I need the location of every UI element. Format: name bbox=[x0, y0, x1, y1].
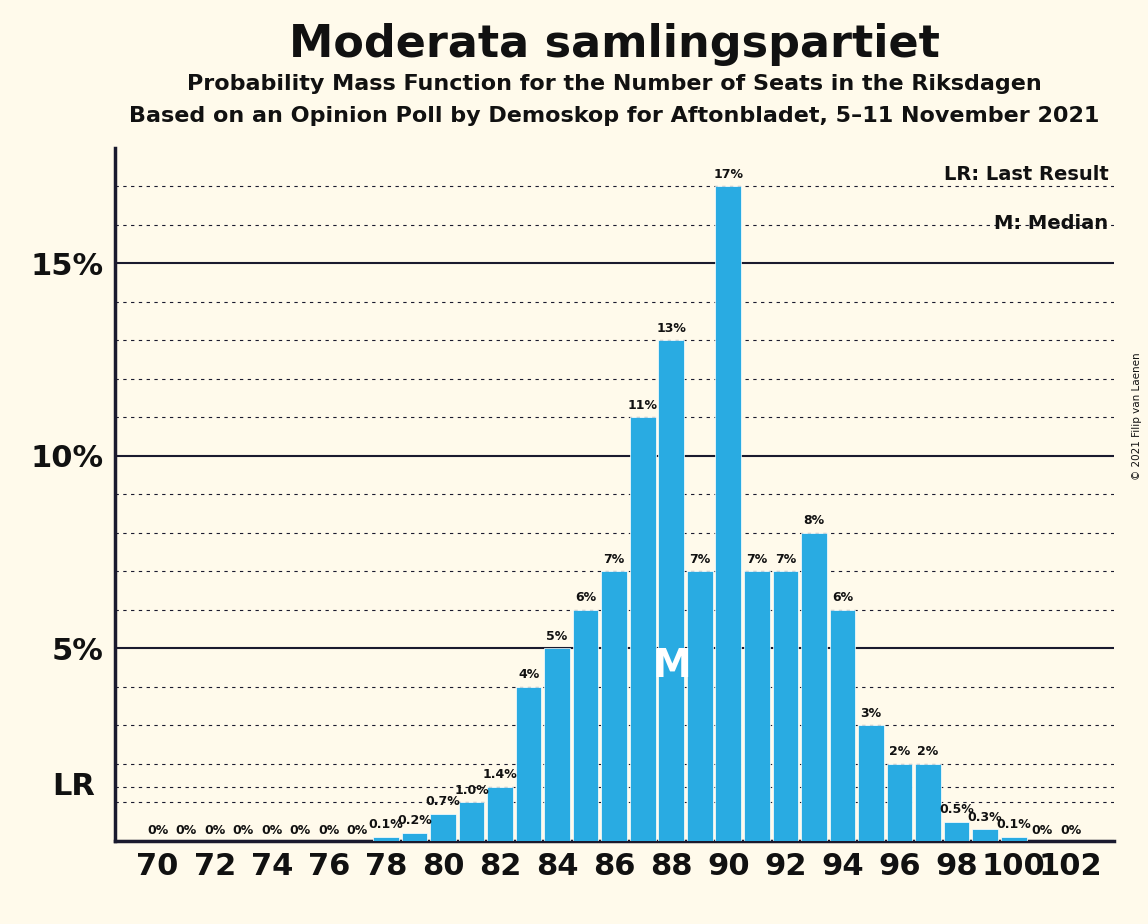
Text: 8%: 8% bbox=[804, 514, 824, 527]
Bar bbox=[886, 764, 913, 841]
Text: LR: LR bbox=[52, 772, 95, 801]
Text: 0.1%: 0.1% bbox=[369, 819, 403, 832]
Bar bbox=[487, 787, 513, 841]
Bar bbox=[659, 340, 684, 841]
Bar bbox=[573, 610, 598, 841]
Text: M: Median: M: Median bbox=[994, 213, 1109, 233]
Bar bbox=[373, 837, 398, 841]
Text: 0.7%: 0.7% bbox=[426, 796, 460, 808]
Bar bbox=[744, 571, 769, 841]
Bar bbox=[915, 764, 941, 841]
Text: Based on an Opinion Poll by Demoskop for Aftonbladet, 5–11 November 2021: Based on an Opinion Poll by Demoskop for… bbox=[129, 106, 1100, 127]
Bar bbox=[972, 830, 998, 841]
Text: 5%: 5% bbox=[546, 629, 568, 642]
Text: 0%: 0% bbox=[147, 824, 169, 837]
Text: 0%: 0% bbox=[347, 824, 369, 837]
Text: 0.5%: 0.5% bbox=[939, 803, 974, 816]
Text: 1.4%: 1.4% bbox=[482, 768, 518, 781]
Text: 3%: 3% bbox=[861, 707, 882, 720]
Bar bbox=[459, 802, 484, 841]
Text: 0%: 0% bbox=[261, 824, 282, 837]
Bar bbox=[630, 418, 656, 841]
Text: 0%: 0% bbox=[233, 824, 254, 837]
Text: 7%: 7% bbox=[604, 553, 625, 565]
Text: © 2021 Filip van Laenen: © 2021 Filip van Laenen bbox=[1132, 352, 1142, 480]
Bar bbox=[859, 725, 884, 841]
Bar bbox=[430, 814, 456, 841]
Text: Moderata samlingspartiet: Moderata samlingspartiet bbox=[289, 23, 939, 67]
Text: 0.1%: 0.1% bbox=[996, 819, 1031, 832]
Bar bbox=[830, 610, 855, 841]
Text: M: M bbox=[652, 647, 691, 685]
Text: 2%: 2% bbox=[889, 745, 910, 758]
Bar bbox=[1001, 837, 1026, 841]
Text: 7%: 7% bbox=[689, 553, 711, 565]
Text: 13%: 13% bbox=[657, 322, 687, 334]
Text: 11%: 11% bbox=[628, 398, 658, 411]
Text: 0%: 0% bbox=[204, 824, 225, 837]
Text: 0%: 0% bbox=[1060, 824, 1081, 837]
Text: 1.0%: 1.0% bbox=[455, 784, 489, 796]
Text: 0.3%: 0.3% bbox=[968, 810, 1002, 823]
Bar bbox=[602, 571, 627, 841]
Text: 0%: 0% bbox=[176, 824, 196, 837]
Text: LR: Last Result: LR: Last Result bbox=[944, 165, 1109, 184]
Text: 7%: 7% bbox=[746, 553, 768, 565]
Text: 2%: 2% bbox=[917, 745, 939, 758]
Text: Probability Mass Function for the Number of Seats in the Riksdagen: Probability Mass Function for the Number… bbox=[187, 74, 1041, 94]
Text: 6%: 6% bbox=[575, 591, 596, 604]
Text: 4%: 4% bbox=[518, 668, 540, 681]
Bar bbox=[544, 649, 569, 841]
Text: 0%: 0% bbox=[318, 824, 340, 837]
Bar bbox=[687, 571, 713, 841]
Text: 0%: 0% bbox=[289, 824, 311, 837]
Text: 7%: 7% bbox=[775, 553, 796, 565]
Bar bbox=[402, 833, 427, 841]
Bar bbox=[773, 571, 798, 841]
Bar bbox=[801, 533, 827, 841]
Text: 0.2%: 0.2% bbox=[397, 814, 432, 827]
Bar bbox=[715, 187, 742, 841]
Text: 0%: 0% bbox=[1032, 824, 1053, 837]
Bar bbox=[515, 687, 542, 841]
Text: 17%: 17% bbox=[713, 167, 743, 180]
Text: 6%: 6% bbox=[832, 591, 853, 604]
Bar bbox=[944, 821, 969, 841]
